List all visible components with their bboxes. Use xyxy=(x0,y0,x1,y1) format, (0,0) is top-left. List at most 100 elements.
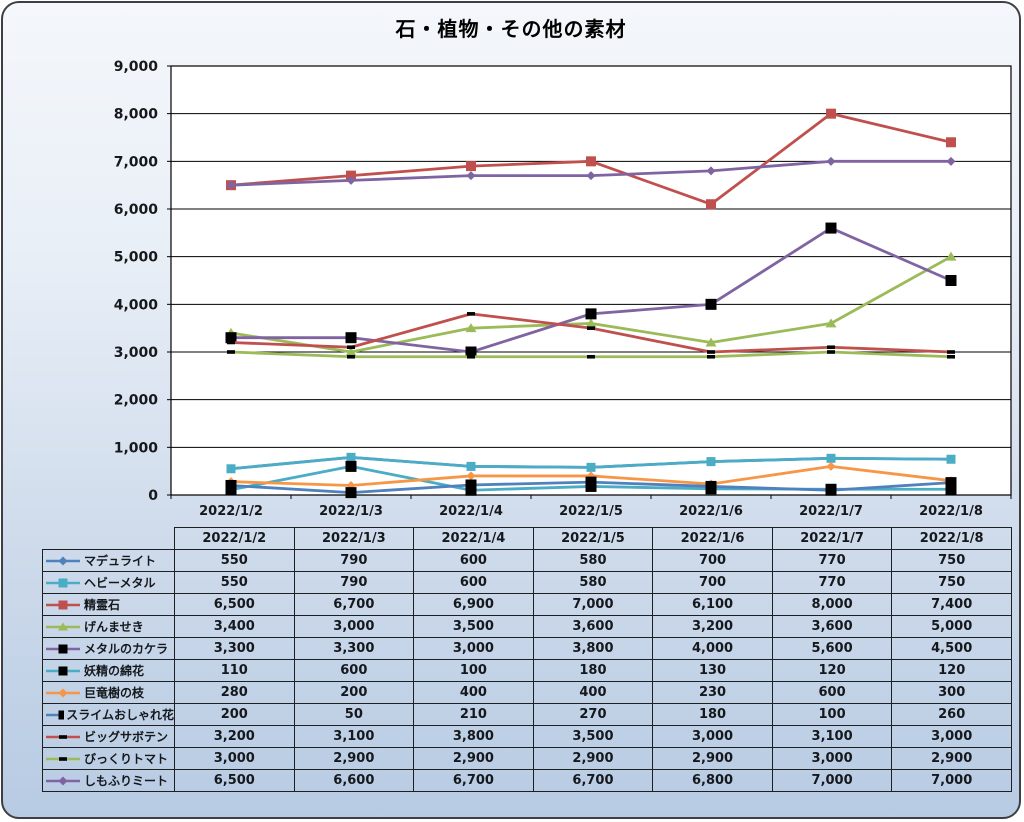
x-tick-label: 2022/1/5 xyxy=(559,504,623,519)
marker-square xyxy=(346,170,356,181)
legend-cell: スライムおしゃれ花 xyxy=(42,703,175,726)
legend-marker-icon xyxy=(46,556,80,565)
marker-diamond xyxy=(586,171,596,181)
value-cell: 230 xyxy=(652,681,773,704)
value-cell: 260 xyxy=(891,703,1012,726)
x-tick-label: 2022/1/2 xyxy=(199,504,263,519)
table-row: げんませき 3,400 3,000 3,500 3,600 3,200 3,600 5,000 xyxy=(42,615,1012,638)
y-tick-label: 7,000 xyxy=(114,154,159,170)
marker-square xyxy=(826,108,836,119)
legend-cell: 精霊石 xyxy=(42,593,175,616)
value-cell: 2,900 xyxy=(413,747,534,770)
chart-series xyxy=(227,312,955,354)
value-cell: 3,000 xyxy=(771,747,893,770)
table-row: 精霊石 6,500 6,700 6,900 7,000 6,100 8,000 7,400 xyxy=(42,593,1012,616)
legend-label: しもふりミート xyxy=(84,774,169,788)
legend-key: 妖精の綿花 xyxy=(44,662,174,679)
marker-triangle xyxy=(465,323,477,333)
legend-label: ヘビーメタル xyxy=(84,576,156,590)
value-cell: 750 xyxy=(891,549,1012,572)
value-cell: 2,900 xyxy=(532,747,654,770)
marker-triangle xyxy=(945,251,957,261)
value-cell: 130 xyxy=(652,659,773,682)
y-tick-label: 1,000 xyxy=(114,440,159,456)
marker-dash xyxy=(827,350,835,354)
chart-series xyxy=(226,452,956,474)
marker-diamond xyxy=(58,688,68,697)
value-cell: 750 xyxy=(891,571,1012,594)
table-row: ヘビーメタル 550 790 600 580 700 770 750 xyxy=(42,571,1012,594)
marker-square xyxy=(345,332,357,344)
value-cell: 6,500 xyxy=(174,593,295,616)
marker-triangle xyxy=(705,337,717,347)
value-cell: 7,400 xyxy=(891,593,1012,616)
legend-cell: げんませき xyxy=(42,615,175,638)
legend-cell: びっくりトマト xyxy=(42,747,175,770)
chart-series xyxy=(226,156,956,190)
legend-key: 精霊石 xyxy=(44,596,174,613)
value-cell: 180 xyxy=(532,659,654,682)
x-tick-label: 2022/1/3 xyxy=(319,504,383,519)
column-header: 2022/1/8 xyxy=(891,527,1012,550)
value-cell: 210 xyxy=(413,703,534,726)
value-cell: 280 xyxy=(174,681,295,704)
value-cell: 3,400 xyxy=(174,615,295,638)
marker-square xyxy=(226,464,236,474)
value-cell: 4,000 xyxy=(652,637,773,660)
y-tick-label: 4,000 xyxy=(114,297,159,313)
marker-square xyxy=(466,161,476,172)
marker-diamond xyxy=(946,156,956,166)
legend-label: 妖精の綿花 xyxy=(84,664,145,678)
marker-dash xyxy=(467,354,475,359)
y-tick-label: 5,000 xyxy=(114,250,159,266)
x-axis-labels: 2022/1/2 2022/1/3 2022/1/4 2022/1/5 2022/1/6… xyxy=(170,495,1012,519)
marker-square xyxy=(585,476,597,488)
table-row: びっくりトマト 3,000 2,900 2,900 2,900 2,900 3,000 2,9… xyxy=(42,747,1012,770)
plot-area xyxy=(170,65,1012,496)
marker-dash xyxy=(827,345,835,350)
marker-square xyxy=(826,453,836,463)
legend-label: ビッグサボテン xyxy=(84,730,169,744)
value-cell: 6,700 xyxy=(532,769,654,792)
value-cell: 6,700 xyxy=(293,593,415,616)
y-tick-label: 8,000 xyxy=(114,107,159,123)
legend-label: げんませき xyxy=(84,620,144,634)
table-row: ビッグサボテン 3,200 3,100 3,800 3,500 3,000 3,100 3,0… xyxy=(42,725,1012,748)
value-cell: 300 xyxy=(891,681,1012,704)
value-cell: 600 xyxy=(771,681,893,704)
value-cell: 3,300 xyxy=(174,637,295,660)
value-cell: 110 xyxy=(174,659,295,682)
legend-marker-icon xyxy=(46,688,80,697)
marker-square xyxy=(586,462,596,472)
value-cell: 3,600 xyxy=(532,615,654,638)
chart-series xyxy=(227,350,955,359)
y-axis-labels: 0 1,000 2,000 3,000 4,000 5,000 6,000 7,000 8,00… xyxy=(114,59,171,504)
legend-marker-icon xyxy=(46,756,80,761)
value-cell: 6,600 xyxy=(293,769,415,792)
marker-diamond xyxy=(58,556,68,565)
value-cell: 120 xyxy=(891,659,1012,682)
value-cell: 400 xyxy=(413,681,534,704)
value-cell: 3,200 xyxy=(174,725,295,748)
marker-dash xyxy=(227,350,235,354)
table-row: マデュライト 550 790 600 580 700 770 750 xyxy=(42,549,1012,572)
marker-dash xyxy=(59,734,67,739)
chart-series xyxy=(225,476,957,499)
legend-key: びっくりトマト xyxy=(44,750,174,767)
y-tick-label: 6,000 xyxy=(114,202,159,218)
value-cell: 180 xyxy=(652,703,773,726)
column-header: 2022/1/5 xyxy=(532,527,654,550)
legend-marker-icon xyxy=(46,622,80,630)
value-cell: 3,600 xyxy=(771,615,893,638)
legend-key: ヘビーメタル xyxy=(44,574,174,591)
value-cell: 100 xyxy=(771,703,893,726)
table-row: しもふりミート 6,500 6,600 6,700 6,700 6,800 7,000 7,0… xyxy=(42,769,1012,792)
legend-label: びっくりトマト xyxy=(84,752,169,766)
marker-diamond xyxy=(826,461,836,471)
value-cell: 6,100 xyxy=(652,593,773,616)
legend-marker-icon xyxy=(46,666,80,675)
column-header: 2022/1/3 xyxy=(293,527,415,550)
value-cell: 200 xyxy=(174,703,295,726)
value-cell: 700 xyxy=(652,549,773,572)
